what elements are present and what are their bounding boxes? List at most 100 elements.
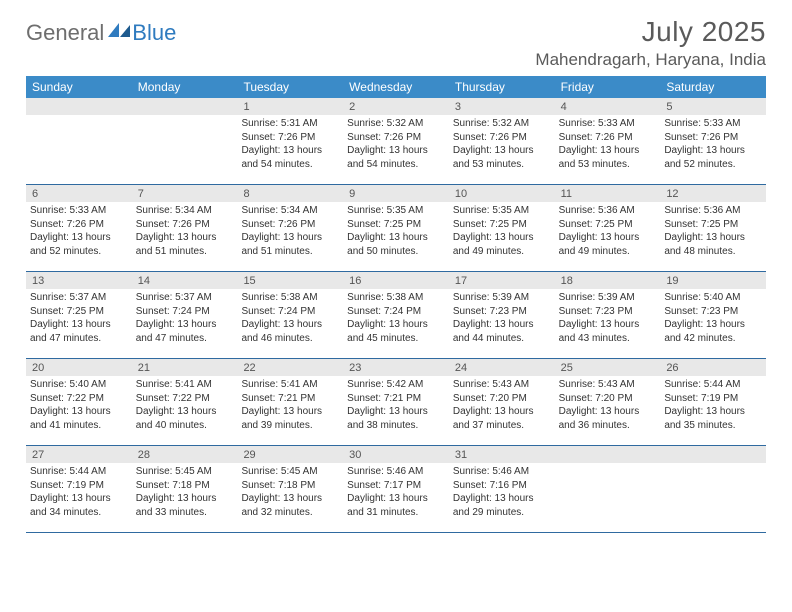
day-number: 6 — [26, 185, 132, 202]
day-line: Daylight: 13 hours and 53 minutes. — [453, 144, 551, 171]
day-line: Daylight: 13 hours and 50 minutes. — [347, 231, 445, 258]
day-body: Sunrise: 5:36 AMSunset: 7:25 PMDaylight:… — [660, 202, 766, 262]
day-number: 21 — [132, 359, 238, 376]
week-row: 1Sunrise: 5:31 AMSunset: 7:26 PMDaylight… — [26, 98, 766, 185]
week-row: 13Sunrise: 5:37 AMSunset: 7:25 PMDayligh… — [26, 272, 766, 359]
day-line: Daylight: 13 hours and 47 minutes. — [30, 318, 128, 345]
day-number: 30 — [343, 446, 449, 463]
day-body: Sunrise: 5:38 AMSunset: 7:24 PMDaylight:… — [343, 289, 449, 349]
day-line: Daylight: 13 hours and 32 minutes. — [241, 492, 339, 519]
day-line: Sunset: 7:26 PM — [453, 131, 551, 145]
day-cell: 20Sunrise: 5:40 AMSunset: 7:22 PMDayligh… — [26, 359, 132, 445]
day-line: Daylight: 13 hours and 45 minutes. — [347, 318, 445, 345]
day-line: Daylight: 13 hours and 46 minutes. — [241, 318, 339, 345]
day-line: Daylight: 13 hours and 53 minutes. — [559, 144, 657, 171]
day-line: Sunset: 7:20 PM — [453, 392, 551, 406]
weekday-cell: Thursday — [449, 76, 555, 98]
day-line: Sunrise: 5:43 AM — [453, 378, 551, 392]
day-number: 1 — [237, 98, 343, 115]
day-body: Sunrise: 5:33 AMSunset: 7:26 PMDaylight:… — [555, 115, 661, 175]
day-cell: 25Sunrise: 5:43 AMSunset: 7:20 PMDayligh… — [555, 359, 661, 445]
day-line: Daylight: 13 hours and 47 minutes. — [136, 318, 234, 345]
brand-logo: General Blue — [26, 16, 176, 46]
day-body — [26, 115, 132, 121]
brand-sail-icon — [108, 23, 130, 37]
calendar-grid: SundayMondayTuesdayWednesdayThursdayFrid… — [26, 76, 766, 533]
day-cell: 27Sunrise: 5:44 AMSunset: 7:19 PMDayligh… — [26, 446, 132, 532]
day-number: 31 — [449, 446, 555, 463]
day-body: Sunrise: 5:44 AMSunset: 7:19 PMDaylight:… — [26, 463, 132, 523]
weekday-cell: Saturday — [660, 76, 766, 98]
day-body: Sunrise: 5:37 AMSunset: 7:24 PMDaylight:… — [132, 289, 238, 349]
day-number: 2 — [343, 98, 449, 115]
day-cell: 8Sunrise: 5:34 AMSunset: 7:26 PMDaylight… — [237, 185, 343, 271]
day-body: Sunrise: 5:41 AMSunset: 7:22 PMDaylight:… — [132, 376, 238, 436]
day-body: Sunrise: 5:35 AMSunset: 7:25 PMDaylight:… — [343, 202, 449, 262]
brand-part1: General — [26, 20, 104, 46]
day-line: Sunset: 7:25 PM — [347, 218, 445, 232]
day-line: Sunrise: 5:33 AM — [664, 117, 762, 131]
day-line: Daylight: 13 hours and 49 minutes. — [453, 231, 551, 258]
day-body: Sunrise: 5:41 AMSunset: 7:21 PMDaylight:… — [237, 376, 343, 436]
day-line: Sunset: 7:19 PM — [664, 392, 762, 406]
day-line: Sunrise: 5:40 AM — [664, 291, 762, 305]
day-line: Sunset: 7:24 PM — [241, 305, 339, 319]
day-body: Sunrise: 5:39 AMSunset: 7:23 PMDaylight:… — [555, 289, 661, 349]
day-line: Sunset: 7:20 PM — [559, 392, 657, 406]
day-line: Sunrise: 5:34 AM — [241, 204, 339, 218]
day-line: Sunrise: 5:33 AM — [559, 117, 657, 131]
day-line: Sunset: 7:26 PM — [30, 218, 128, 232]
day-line: Sunrise: 5:38 AM — [241, 291, 339, 305]
day-cell: 17Sunrise: 5:39 AMSunset: 7:23 PMDayligh… — [449, 272, 555, 358]
day-line: Sunset: 7:19 PM — [30, 479, 128, 493]
day-line: Sunset: 7:17 PM — [347, 479, 445, 493]
day-body: Sunrise: 5:39 AMSunset: 7:23 PMDaylight:… — [449, 289, 555, 349]
header: General Blue July 2025 Mahendragarh, Har… — [26, 16, 766, 70]
day-number: 17 — [449, 272, 555, 289]
weekday-cell: Sunday — [26, 76, 132, 98]
day-body: Sunrise: 5:40 AMSunset: 7:22 PMDaylight:… — [26, 376, 132, 436]
day-line: Sunrise: 5:32 AM — [453, 117, 551, 131]
day-line: Sunset: 7:24 PM — [347, 305, 445, 319]
day-cell: 2Sunrise: 5:32 AMSunset: 7:26 PMDaylight… — [343, 98, 449, 184]
day-number: 10 — [449, 185, 555, 202]
day-cell: 19Sunrise: 5:40 AMSunset: 7:23 PMDayligh… — [660, 272, 766, 358]
day-cell: 1Sunrise: 5:31 AMSunset: 7:26 PMDaylight… — [237, 98, 343, 184]
day-line: Sunrise: 5:33 AM — [30, 204, 128, 218]
day-cell: 12Sunrise: 5:36 AMSunset: 7:25 PMDayligh… — [660, 185, 766, 271]
weeks-container: 1Sunrise: 5:31 AMSunset: 7:26 PMDaylight… — [26, 98, 766, 533]
day-body: Sunrise: 5:34 AMSunset: 7:26 PMDaylight:… — [237, 202, 343, 262]
day-cell: 3Sunrise: 5:32 AMSunset: 7:26 PMDaylight… — [449, 98, 555, 184]
day-cell: 24Sunrise: 5:43 AMSunset: 7:20 PMDayligh… — [449, 359, 555, 445]
day-line: Sunset: 7:18 PM — [241, 479, 339, 493]
weekday-cell: Monday — [132, 76, 238, 98]
day-line: Sunrise: 5:44 AM — [664, 378, 762, 392]
day-body: Sunrise: 5:43 AMSunset: 7:20 PMDaylight:… — [449, 376, 555, 436]
day-line: Daylight: 13 hours and 54 minutes. — [347, 144, 445, 171]
day-number: 14 — [132, 272, 238, 289]
day-line: Sunrise: 5:35 AM — [347, 204, 445, 218]
day-line: Sunset: 7:26 PM — [664, 131, 762, 145]
day-line: Sunrise: 5:34 AM — [136, 204, 234, 218]
week-row: 27Sunrise: 5:44 AMSunset: 7:19 PMDayligh… — [26, 446, 766, 533]
day-line: Sunrise: 5:36 AM — [559, 204, 657, 218]
day-cell: 13Sunrise: 5:37 AMSunset: 7:25 PMDayligh… — [26, 272, 132, 358]
day-line: Sunset: 7:25 PM — [559, 218, 657, 232]
day-number: 24 — [449, 359, 555, 376]
day-body: Sunrise: 5:40 AMSunset: 7:23 PMDaylight:… — [660, 289, 766, 349]
day-line: Sunrise: 5:36 AM — [664, 204, 762, 218]
day-line: Daylight: 13 hours and 35 minutes. — [664, 405, 762, 432]
day-cell — [555, 446, 661, 532]
day-number: 4 — [555, 98, 661, 115]
day-body: Sunrise: 5:44 AMSunset: 7:19 PMDaylight:… — [660, 376, 766, 436]
day-line: Daylight: 13 hours and 40 minutes. — [136, 405, 234, 432]
day-body: Sunrise: 5:45 AMSunset: 7:18 PMDaylight:… — [132, 463, 238, 523]
day-line: Sunset: 7:23 PM — [453, 305, 551, 319]
day-body: Sunrise: 5:33 AMSunset: 7:26 PMDaylight:… — [660, 115, 766, 175]
day-number: 26 — [660, 359, 766, 376]
day-body: Sunrise: 5:46 AMSunset: 7:17 PMDaylight:… — [343, 463, 449, 523]
day-cell: 7Sunrise: 5:34 AMSunset: 7:26 PMDaylight… — [132, 185, 238, 271]
day-number: 23 — [343, 359, 449, 376]
brand-part2: Blue — [132, 20, 176, 46]
day-number: 12 — [660, 185, 766, 202]
